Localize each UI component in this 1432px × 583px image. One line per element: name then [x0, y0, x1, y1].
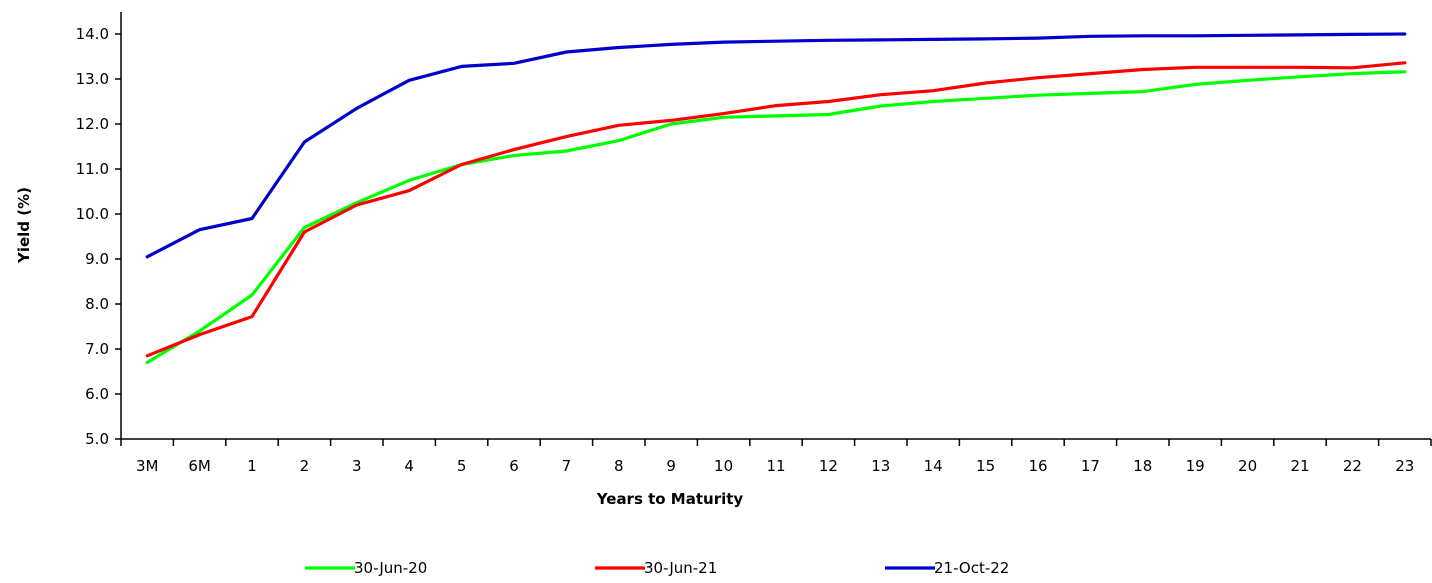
x-tick-label: 21 [1290, 457, 1309, 475]
series-line [145, 32, 1407, 259]
y-axis-title: Yield (%) [15, 187, 33, 264]
x-tick-label: 15 [976, 457, 995, 475]
x-tick-label: 7 [562, 457, 572, 475]
x-tick-label: 5 [457, 457, 467, 475]
y-tick-label: 7.0 [85, 340, 109, 358]
x-tick-label: 3M [136, 457, 159, 475]
x-tick-label: 11 [766, 457, 785, 475]
x-tick-label: 13 [871, 457, 890, 475]
x-tick-label: 23 [1395, 457, 1414, 475]
x-tick-label: 4 [404, 457, 414, 475]
x-tick-label: 6 [509, 457, 519, 475]
x-tick-label: 8 [614, 457, 624, 475]
y-axis: 5.0 6.0 7.0 8.0 9.0 10.0 11.0 12.0 13.0 14.0 [76, 12, 122, 448]
x-tick-label: 3 [352, 457, 362, 475]
y-tick-label: 9.0 [85, 250, 109, 268]
y-tick-label: 12.0 [76, 115, 109, 133]
x-tick-label: 14 [924, 457, 943, 475]
y-tick-label: 11.0 [76, 160, 109, 178]
y-tick-label: 10.0 [76, 205, 109, 223]
y-tick-label: 8.0 [85, 295, 109, 313]
legend-label: 21-Oct-22 [934, 559, 1009, 577]
series-line [145, 61, 1407, 358]
legend-label: 30-Jun-21 [644, 559, 717, 577]
x-tick-label: 12 [819, 457, 838, 475]
series-line [145, 70, 1407, 365]
x-tick-label: 20 [1238, 457, 1257, 475]
x-axis-title: Years to Maturity [596, 490, 744, 508]
x-tick-label: 9 [666, 457, 676, 475]
legend-label: 30-Jun-20 [354, 559, 427, 577]
legend: 30-Jun-20 30-Jun-21 21-Oct-22 [305, 559, 1009, 577]
x-tick-label: 2 [300, 457, 310, 475]
x-axis: 3M 6M 1 2 3 4 5 6 7 8 9 10 11 12 13 14 15 16 17 18 19 20 21 22 2… [120, 438, 1432, 475]
x-tick-label: 19 [1186, 457, 1205, 475]
x-tick-label: 22 [1343, 457, 1362, 475]
y-tick-label: 13.0 [76, 70, 109, 88]
x-tick-label: 1 [247, 457, 257, 475]
x-tick-label: 6M [188, 457, 211, 475]
y-tick-label: 14.0 [76, 25, 109, 43]
y-tick-label: 5.0 [85, 430, 109, 448]
x-tick-label: 18 [1133, 457, 1152, 475]
x-tick-label: 17 [1081, 457, 1100, 475]
x-tick-label: 16 [1028, 457, 1047, 475]
x-tick-label: 10 [714, 457, 733, 475]
series-lines [145, 32, 1407, 365]
y-tick-label: 6.0 [85, 385, 109, 403]
